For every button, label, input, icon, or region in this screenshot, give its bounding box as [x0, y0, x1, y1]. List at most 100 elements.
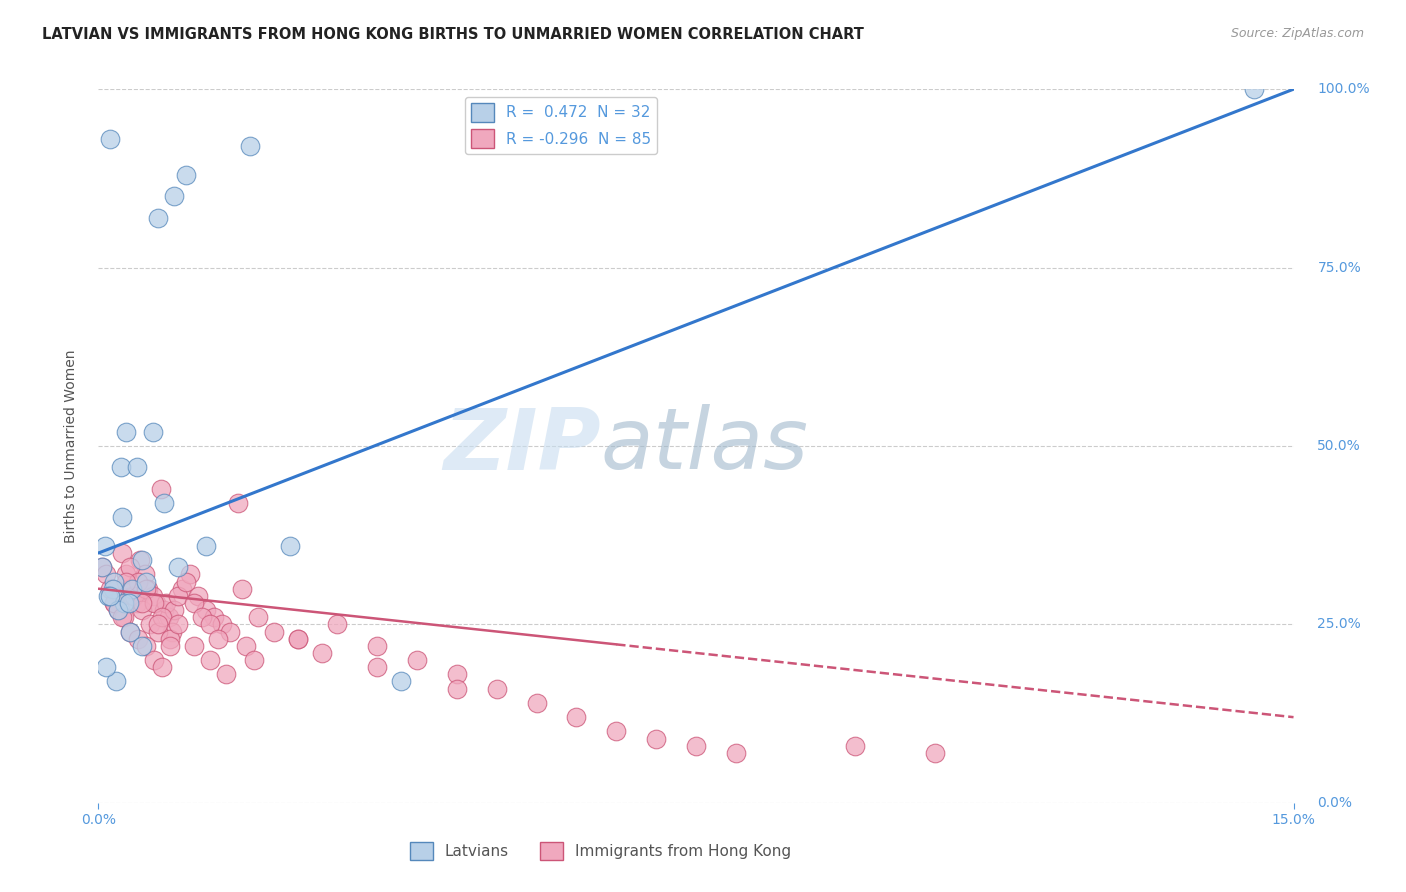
Point [115, 567, 138, 582]
Point [96, 660, 118, 674]
Point [183, 596, 205, 610]
Point [207, 632, 229, 646]
Point [125, 460, 148, 475]
Point [135, 582, 157, 596]
Point [103, 574, 125, 589]
Point [159, 639, 181, 653]
Point [135, 574, 157, 589]
Point [389, 674, 412, 689]
Point [118, 582, 141, 596]
Point [446, 667, 468, 681]
Point [143, 653, 166, 667]
Point [136, 582, 159, 596]
Point [139, 617, 162, 632]
Point [174, 168, 197, 182]
Point [131, 553, 153, 567]
Point [163, 189, 186, 203]
Point [198, 653, 221, 667]
Point [202, 610, 225, 624]
Text: 75.0%: 75.0% [1317, 260, 1361, 275]
Point [231, 582, 253, 596]
Text: 25.0%: 25.0% [1317, 617, 1361, 632]
Point [565, 710, 588, 724]
Point [103, 596, 125, 610]
Point [98, 582, 122, 596]
Legend: Latvians, Immigrants from Hong Kong: Latvians, Immigrants from Hong Kong [404, 836, 797, 866]
Point [187, 589, 209, 603]
Point [724, 746, 747, 760]
Point [239, 139, 262, 153]
Point [121, 582, 143, 596]
Text: 50.0%: 50.0% [1317, 439, 1361, 453]
Point [104, 674, 127, 689]
Point [155, 596, 177, 610]
Point [191, 610, 214, 624]
Point [243, 653, 266, 667]
Text: atlas: atlas [600, 404, 808, 488]
Point [446, 681, 468, 696]
Point [172, 582, 194, 596]
Point [131, 596, 153, 610]
Text: Source: ZipAtlas.com: Source: ZipAtlas.com [1230, 27, 1364, 40]
Point [195, 539, 218, 553]
Point [235, 639, 257, 653]
Point [366, 660, 388, 674]
Point [128, 553, 150, 567]
Point [142, 425, 165, 439]
Point [159, 632, 181, 646]
Point [215, 667, 238, 681]
Point [326, 617, 349, 632]
Point [101, 582, 124, 596]
Point [96, 567, 118, 582]
Point [226, 496, 249, 510]
Point [278, 539, 301, 553]
Point [131, 639, 153, 653]
Point [287, 632, 309, 646]
Point [195, 603, 218, 617]
Point [111, 546, 134, 560]
Point [152, 496, 174, 510]
Text: 0.0%: 0.0% [1317, 796, 1353, 810]
Point [98, 132, 122, 146]
Point [110, 589, 132, 603]
Point [1243, 82, 1265, 96]
Point [645, 731, 668, 746]
Point [219, 624, 242, 639]
Point [120, 624, 142, 639]
Point [406, 653, 429, 667]
Point [143, 596, 166, 610]
Point [112, 596, 135, 610]
Point [91, 560, 114, 574]
Point [167, 560, 190, 574]
Point [844, 739, 866, 753]
Point [167, 617, 190, 632]
Text: LATVIAN VS IMMIGRANTS FROM HONG KONG BIRTHS TO UNMARRIED WOMEN CORRELATION CHART: LATVIAN VS IMMIGRANTS FROM HONG KONG BIR… [42, 27, 865, 42]
Point [115, 425, 138, 439]
Text: 100.0%: 100.0% [1317, 82, 1369, 96]
Point [112, 610, 135, 624]
Point [94, 539, 117, 553]
Point [526, 696, 548, 710]
Y-axis label: Births to Unmarried Women: Births to Unmarried Women [63, 350, 77, 542]
Point [160, 624, 183, 639]
Point [148, 211, 170, 225]
Point [107, 603, 129, 617]
Point [115, 574, 138, 589]
Point [135, 639, 157, 653]
Point [924, 746, 946, 760]
Point [183, 639, 205, 653]
Point [107, 603, 129, 617]
Point [605, 724, 627, 739]
Point [148, 617, 170, 632]
Point [131, 603, 153, 617]
Point [121, 589, 143, 603]
Point [211, 617, 233, 632]
Point [246, 610, 269, 624]
Point [150, 610, 173, 624]
Point [111, 510, 134, 524]
Point [174, 574, 197, 589]
Point [142, 589, 165, 603]
Point [366, 639, 388, 653]
Point [91, 560, 114, 574]
Point [103, 596, 125, 610]
